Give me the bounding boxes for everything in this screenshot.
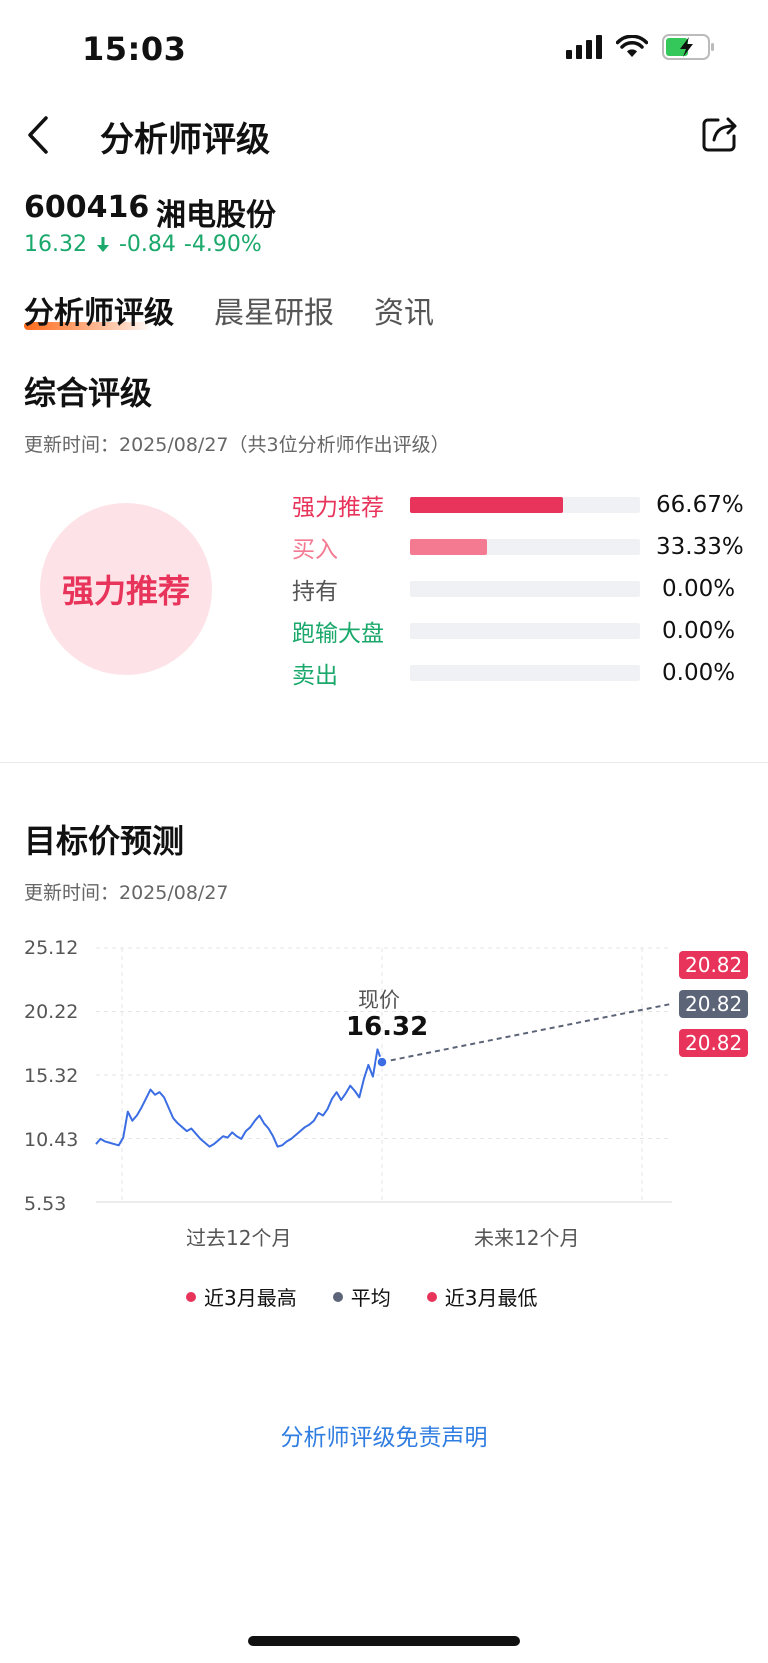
y-tick-label: 10.43 <box>24 1129 79 1151</box>
current-price-label: 现价 <box>358 988 400 1012</box>
rating-row-strong-buy: 强力推荐 <box>292 490 640 521</box>
active-tab-indicator <box>24 322 152 330</box>
rating-row-buy: 买入 <box>292 532 640 563</box>
legend-dot <box>332 1291 343 1302</box>
target-update-time: 更新时间：2025/08/27 <box>24 882 229 904</box>
rating-bar <box>410 539 640 555</box>
rating-bar <box>410 623 640 639</box>
stock-quote: 16.32 -0.84 -4.90% <box>24 232 262 257</box>
x-label-past: 过去12个月 <box>186 1226 292 1250</box>
rating-bar <box>410 665 640 681</box>
rating-row-underperform: 跑输大盘 <box>292 616 640 647</box>
rating-badge: 强力推荐 <box>40 503 212 675</box>
legend-label: 近3月最低 <box>444 1286 538 1310</box>
tab-bar: 分析师评级 晨星研报 资讯 <box>24 288 434 332</box>
wifi-icon <box>616 35 648 57</box>
y-tick-label: 5.53 <box>24 1193 67 1215</box>
x-label-future: 未来12个月 <box>474 1226 580 1250</box>
price-history-line <box>95 1048 383 1148</box>
rating-row-sell: 卖出 <box>292 658 640 689</box>
rating-label: 跑输大盘 <box>292 621 384 647</box>
y-tick-label: 25.12 <box>24 937 79 959</box>
rating-pct: 0.00% <box>662 576 736 602</box>
legend-item-high: 近3月最高 <box>186 1282 297 1311</box>
status-bar: 15:03 <box>0 0 768 100</box>
rating-row-hold: 持有 <box>292 574 640 605</box>
overall-update-time: 更新时间：2025/08/27（共3位分析师作出评级） <box>24 434 450 456</box>
share-icon[interactable] <box>700 114 740 154</box>
rating-label: 强力推荐 <box>292 495 384 521</box>
current-price-value: 16.32 <box>346 1012 429 1042</box>
rating-label: 买入 <box>292 537 338 563</box>
y-tick-label: 15.32 <box>24 1065 79 1087</box>
legend-label: 平均 <box>350 1286 391 1310</box>
stock-change: -0.84 <box>118 232 176 257</box>
battery-charging-icon <box>662 34 714 60</box>
rating-pct: 0.00% <box>662 660 736 686</box>
arrow-down-icon <box>96 236 109 252</box>
rating-pct: 66.67% <box>656 492 744 518</box>
target-high-pill: 20.82 <box>679 951 749 979</box>
stock-price: 16.32 <box>24 232 87 257</box>
legend-item-avg: 平均 <box>332 1282 391 1311</box>
page-title: 分析师评级 <box>100 120 270 160</box>
stock-change-pct: -4.90% <box>183 232 262 257</box>
legend-dot <box>426 1291 437 1302</box>
stock-name: 湘电股份 <box>156 198 276 233</box>
target-low-pill: 20.82 <box>679 1029 749 1057</box>
tab-morningstar-report[interactable]: 晨星研报 <box>214 296 334 331</box>
home-indicator <box>248 1636 520 1646</box>
target-price-title: 目标价预测 <box>24 822 185 860</box>
rating-bar <box>410 581 640 597</box>
tab-news[interactable]: 资讯 <box>374 296 434 331</box>
status-time: 15:03 <box>82 30 187 68</box>
rating-pct: 33.33% <box>656 534 744 560</box>
cellular-signal-icon <box>566 35 602 59</box>
chart-legend: 近3月最高 平均 近3月最低 <box>186 1282 537 1311</box>
legend-dot <box>186 1291 196 1302</box>
legend-item-low: 近3月最低 <box>426 1282 538 1311</box>
stock-code: 600416 <box>24 190 150 225</box>
status-icons <box>566 34 716 60</box>
rating-pct: 0.00% <box>662 618 736 644</box>
disclaimer-link[interactable]: 分析师评级免责声明 <box>280 1425 488 1451</box>
target-avg-pill: 20.82 <box>679 990 749 1018</box>
rating-bar <box>410 497 640 513</box>
back-chevron-icon[interactable] <box>22 112 54 158</box>
target-price-chart <box>95 947 673 1203</box>
rating-label: 卖出 <box>292 663 338 689</box>
legend-label: 近3月最高 <box>204 1286 297 1310</box>
tab-analyst-rating[interactable]: 分析师评级 <box>24 296 174 331</box>
rating-label: 持有 <box>292 579 338 605</box>
y-tick-label: 20.22 <box>24 1001 79 1023</box>
current-price-point <box>376 1056 388 1068</box>
rating-bar-fill <box>410 497 564 513</box>
target-avg-projection-line <box>381 1002 673 1064</box>
section-divider <box>0 762 768 763</box>
rating-bar-fill <box>410 539 487 555</box>
overall-rating-title: 综合评级 <box>24 374 153 412</box>
